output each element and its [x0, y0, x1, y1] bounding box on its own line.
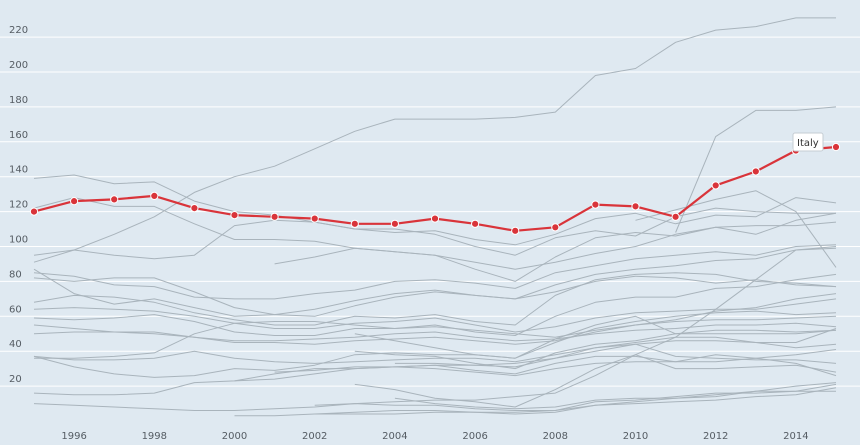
highlight-label-text: Italy — [797, 138, 819, 149]
highlight-point[interactable] — [230, 210, 239, 220]
highlight-point[interactable] — [831, 142, 841, 152]
x-tick-label: 2010 — [623, 431, 648, 442]
highlight-point[interactable] — [671, 212, 680, 221]
x-tick-label: 2006 — [462, 431, 487, 442]
highlight-point[interactable] — [29, 207, 39, 216]
context-series-line — [354, 310, 837, 359]
context-series-line — [33, 315, 837, 378]
y-tick-label: 100 — [9, 235, 28, 246]
highlight-point[interactable] — [270, 212, 279, 221]
context-lines — [33, 17, 837, 417]
context-series-line — [234, 354, 837, 382]
x-tick-label: 2004 — [382, 431, 407, 442]
x-tick-label: 1996 — [61, 431, 86, 442]
context-series-line — [234, 387, 837, 417]
highlight-point[interactable] — [711, 181, 720, 190]
highlight-point[interactable] — [310, 214, 319, 223]
y-tick-label: 40 — [9, 339, 22, 350]
context-series-line — [33, 207, 836, 260]
context-series-line — [635, 190, 837, 268]
context-series-line — [33, 244, 837, 300]
y-tick-label: 140 — [9, 165, 28, 176]
context-series-line — [33, 174, 837, 246]
y-tick-label: 160 — [9, 130, 28, 141]
x-axis-ticks: 1996 1998 2000 2002 2004 2006 2008 2010 2012 2014 — [61, 431, 808, 442]
highlight-point[interactable] — [350, 219, 359, 228]
y-tick-label: 200 — [9, 60, 28, 71]
highlight-label: Italy — [792, 132, 824, 152]
highlight-point[interactable] — [591, 200, 600, 209]
highlight-series — [29, 142, 841, 235]
context-series-line — [33, 322, 837, 342]
highlight-label-box — [792, 132, 824, 152]
x-tick-label: 1998 — [142, 431, 167, 442]
context-series-line — [33, 298, 837, 333]
context-series-line — [274, 221, 837, 270]
context-series-line — [33, 349, 837, 396]
context-series-line — [34, 315, 837, 359]
context-series-line — [33, 17, 836, 263]
highlight-point[interactable] — [751, 167, 760, 176]
y-tick-label: 180 — [9, 95, 28, 106]
highlight-point[interactable] — [70, 197, 79, 206]
y-tick-label: 220 — [9, 25, 28, 36]
context-series-line — [33, 246, 837, 411]
context-series-line — [394, 390, 836, 410]
highlight-point[interactable] — [631, 202, 640, 211]
highlight-point[interactable] — [511, 226, 520, 235]
highlight-point[interactable] — [150, 191, 159, 200]
context-series-line — [33, 247, 837, 317]
highlight-point[interactable] — [110, 195, 119, 204]
highlight-point[interactable] — [190, 204, 199, 213]
y-tick-label: 80 — [9, 269, 22, 280]
context-series-line — [354, 354, 837, 408]
context-series-line — [33, 273, 837, 336]
highlight-point[interactable] — [471, 219, 480, 228]
grid — [0, 36, 860, 387]
x-tick-label: 2012 — [703, 431, 728, 442]
x-tick-label: 2008 — [543, 431, 568, 442]
highlight-point[interactable] — [430, 214, 440, 223]
highlight-point[interactable] — [551, 223, 560, 232]
x-tick-label: 2014 — [783, 431, 808, 442]
y-tick-label: 120 — [9, 200, 28, 211]
context-series-line — [33, 328, 837, 364]
context-series-line — [33, 268, 837, 317]
y-axis-ticks: 20 40 60 80 100 120 140 160 180 200 220 — [9, 25, 28, 385]
context-series-line — [33, 272, 837, 326]
context-series-line — [314, 383, 837, 411]
y-tick-label: 60 — [9, 304, 22, 315]
y-tick-label: 20 — [9, 374, 22, 385]
context-series-line — [675, 106, 837, 233]
x-tick-label: 2000 — [222, 431, 247, 442]
x-tick-label: 2002 — [302, 431, 327, 442]
context-series-line — [354, 329, 837, 370]
highlight-point[interactable] — [390, 219, 399, 228]
